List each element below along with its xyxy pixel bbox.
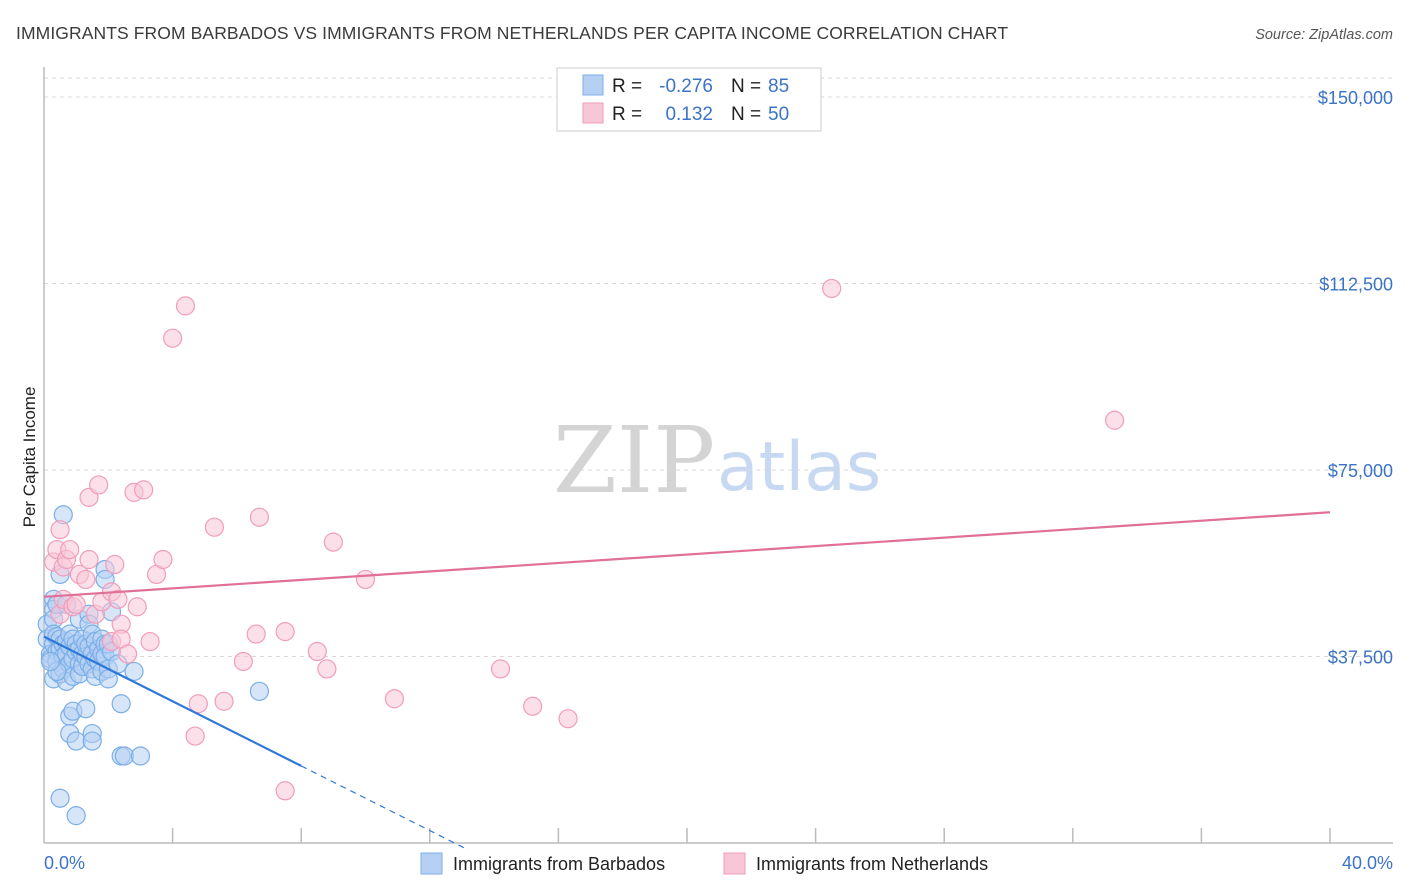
point-barbados-38 xyxy=(66,806,86,826)
point-netherlands-39 xyxy=(275,622,295,642)
trend-lines xyxy=(43,511,1331,851)
point-netherlands-30 xyxy=(163,328,183,348)
point-netherlands-25 xyxy=(127,597,147,617)
legend-n-value-2: 50 xyxy=(768,104,789,125)
y-axis-label: Per Capita Income xyxy=(20,387,39,528)
point-netherlands-32 xyxy=(185,726,205,746)
y-tick-label-2: $112,500 xyxy=(1319,275,1393,295)
legend-n-value-1: 85 xyxy=(768,76,789,97)
bottom-legend-label-barbados: Immigrants from Barbados xyxy=(453,854,665,874)
axes xyxy=(43,67,1393,844)
legend-r-value-2: 0.132 xyxy=(665,104,713,125)
bottom-legend-label-netherlands: Immigrants from Netherlands xyxy=(756,854,988,874)
point-netherlands-31 xyxy=(175,296,196,316)
legend-n-label-2: N = xyxy=(731,104,761,125)
chart-source: Source: ZipAtlas.com xyxy=(1255,27,1393,43)
series-legend: Immigrants from Barbados Immigrants from… xyxy=(420,852,988,875)
legend-r-value-1: -0.276 xyxy=(659,76,713,97)
point-barbados-37 xyxy=(66,731,86,751)
point-netherlands-50 xyxy=(1104,410,1125,430)
x-tick-label-min: 0.0% xyxy=(44,853,85,873)
trend-line-netherlands xyxy=(43,511,1331,598)
point-netherlands-49 xyxy=(822,278,842,299)
point-netherlands-11 xyxy=(76,569,96,590)
y-tick-label-0: $37,500 xyxy=(1328,648,1393,668)
watermark: ZIP atlas xyxy=(553,407,881,514)
point-netherlands-7 xyxy=(60,539,80,560)
point-netherlands-41 xyxy=(307,641,327,662)
legend-r-label-1: R = xyxy=(612,76,642,97)
point-netherlands-36 xyxy=(233,651,253,672)
point-netherlands-35 xyxy=(214,691,234,711)
point-netherlands-40 xyxy=(275,781,295,801)
point-netherlands-43 xyxy=(323,532,343,552)
point-netherlands-33 xyxy=(188,694,208,714)
point-netherlands-26 xyxy=(134,480,154,500)
point-barbados-79 xyxy=(124,661,144,682)
point-netherlands-48 xyxy=(558,709,578,729)
point-netherlands-47 xyxy=(523,696,543,716)
point-netherlands-20 xyxy=(108,589,128,609)
scatter-points xyxy=(37,278,1125,826)
point-netherlands-38 xyxy=(249,507,270,527)
x-tick-label-max: 40.0% xyxy=(1342,853,1393,873)
point-barbados-84 xyxy=(40,651,61,672)
y-tick-labels: $37,500 $75,000 $112,500 $150,000 xyxy=(1318,88,1393,668)
watermark-atlas: atlas xyxy=(717,428,881,507)
legend-r-label-2: R = xyxy=(612,104,642,125)
trend-line-barbados xyxy=(43,635,302,767)
bottom-legend-swatch-netherlands xyxy=(723,852,746,875)
legend-n-label-1: N = xyxy=(731,76,761,97)
gridlines xyxy=(44,77,1393,657)
point-netherlands-37 xyxy=(246,624,266,644)
point-netherlands-45 xyxy=(384,689,405,709)
point-barbados-82 xyxy=(50,788,70,808)
y-tick-label-1: $75,000 xyxy=(1328,461,1393,481)
chart-title: IMMIGRANTS FROM BARBADOS VS IMMIGRANTS F… xyxy=(16,23,1008,43)
point-barbados-81 xyxy=(249,681,270,701)
point-netherlands-19 xyxy=(105,554,125,575)
y-tick-label-3: $150,000 xyxy=(1318,88,1393,108)
point-netherlands-29 xyxy=(153,549,173,570)
point-barbados-48 xyxy=(76,699,96,719)
point-netherlands-27 xyxy=(140,631,160,652)
watermark-zip: ZIP xyxy=(553,407,715,514)
point-barbados-80 xyxy=(130,746,151,766)
point-netherlands-13 xyxy=(79,549,99,570)
point-netherlands-23 xyxy=(117,644,138,664)
point-barbados-57 xyxy=(82,731,102,751)
point-netherlands-2 xyxy=(50,520,70,540)
legend-swatch-barbados xyxy=(582,74,604,96)
point-barbados-76 xyxy=(111,694,131,714)
trend-line-extension-barbados xyxy=(300,765,469,851)
point-netherlands-46 xyxy=(490,659,511,679)
point-netherlands-9 xyxy=(66,594,86,614)
point-netherlands-42 xyxy=(317,659,337,679)
point-barbados-78 xyxy=(114,746,134,766)
bottom-legend-swatch-barbados xyxy=(420,852,443,875)
point-netherlands-44 xyxy=(355,569,376,590)
stats-legend: R = -0.276 N = 85 R = 0.132 N = 50 xyxy=(556,67,822,132)
legend-swatch-netherlands xyxy=(582,102,604,124)
point-netherlands-15 xyxy=(89,475,109,495)
point-netherlands-34 xyxy=(204,517,224,537)
